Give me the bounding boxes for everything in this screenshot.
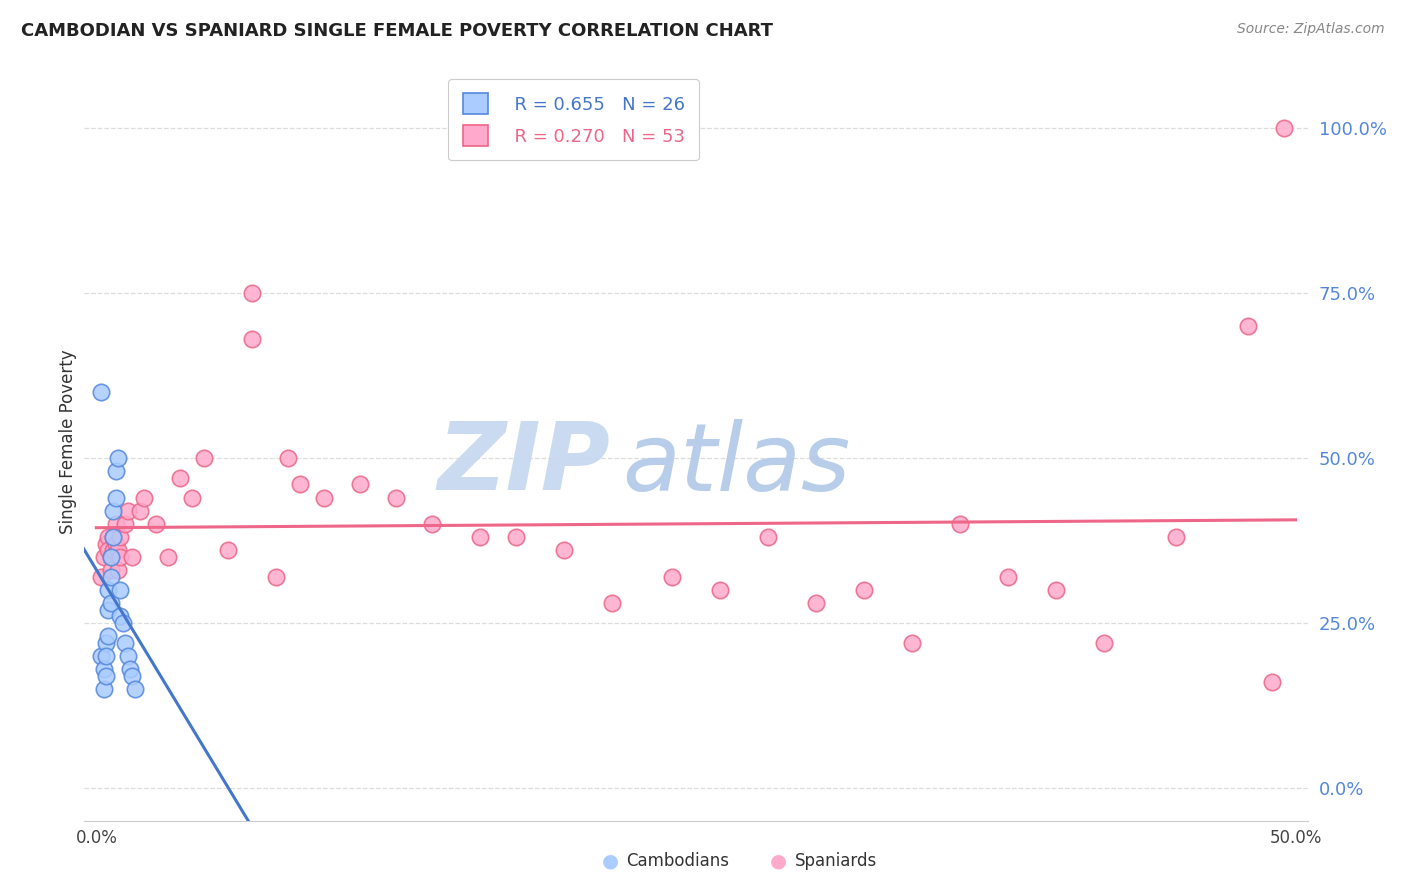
Point (1164, 530, 1187, 544)
Point (100, 563, 122, 577)
Point (100, 549, 122, 564)
Point (117, 648, 139, 663)
Point (756, 530, 779, 544)
Point (240, 286, 263, 301)
Point (107, 543, 129, 558)
Point (240, 332, 263, 346)
Text: Cambodians: Cambodians (626, 852, 728, 870)
Text: atlas: atlas (623, 418, 851, 510)
Point (107, 450, 129, 465)
Point (709, 582, 731, 597)
Point (169, 471, 191, 485)
Point (949, 516, 972, 531)
Point (277, 450, 299, 465)
Point (104, 464, 127, 478)
Point (420, 516, 443, 531)
Point (101, 504, 124, 518)
Point (553, 543, 575, 558)
Point (90, 385, 112, 400)
Point (349, 477, 371, 491)
Point (901, 635, 924, 649)
Point (290, 477, 312, 491)
Point (117, 504, 139, 518)
Point (181, 491, 204, 505)
Text: ●: ● (770, 851, 787, 871)
Text: Spaniards: Spaniards (794, 852, 876, 870)
Point (145, 516, 167, 531)
Legend:   R = 0.655   N = 26,   R = 0.270   N = 53: R = 0.655 N = 26, R = 0.270 N = 53 (449, 79, 699, 161)
Point (97, 582, 120, 597)
Text: CAMBODIAN VS SPANIARD SINGLE FEMALE POVERTY CORRELATION CHART: CAMBODIAN VS SPANIARD SINGLE FEMALE POVE… (21, 22, 773, 40)
Point (111, 615, 134, 630)
Point (134, 491, 156, 505)
Point (93, 662, 115, 676)
Point (101, 530, 124, 544)
Point (600, 596, 623, 610)
Point (157, 549, 180, 564)
Point (93, 681, 115, 696)
Point (661, 570, 683, 584)
Point (97, 629, 120, 643)
Point (468, 530, 491, 544)
Point (100, 596, 122, 610)
Y-axis label: Single Female Poverty: Single Female Poverty (59, 350, 77, 533)
Point (128, 504, 150, 518)
Point (997, 570, 1019, 584)
Point (1236, 319, 1258, 334)
Text: ●: ● (602, 851, 619, 871)
Point (124, 681, 146, 696)
Point (94, 668, 117, 682)
Point (104, 516, 127, 531)
Point (101, 543, 124, 558)
Point (94, 537, 117, 551)
Point (100, 549, 122, 564)
Point (97, 602, 120, 616)
Point (114, 516, 136, 531)
Point (1092, 635, 1115, 649)
Point (852, 582, 875, 597)
Point (97, 530, 120, 544)
Point (314, 491, 336, 505)
Text: Source: ZipAtlas.com: Source: ZipAtlas.com (1237, 22, 1385, 37)
Point (100, 570, 122, 584)
Point (385, 491, 408, 505)
Point (110, 582, 132, 597)
Point (1045, 582, 1067, 597)
Point (193, 450, 215, 465)
Text: ZIP: ZIP (437, 418, 610, 510)
Point (90, 570, 112, 584)
Point (94, 648, 117, 663)
Point (93, 549, 115, 564)
Point (110, 609, 132, 624)
Point (804, 596, 827, 610)
Point (104, 491, 127, 505)
Point (104, 537, 127, 551)
Point (118, 662, 141, 676)
Point (1272, 121, 1295, 136)
Point (121, 668, 143, 682)
Point (114, 635, 136, 649)
Point (101, 530, 124, 544)
Point (110, 549, 132, 564)
Point (264, 570, 287, 584)
Point (107, 563, 129, 577)
Point (217, 543, 239, 558)
Point (505, 530, 527, 544)
Point (121, 549, 143, 564)
Point (110, 530, 132, 544)
Point (94, 635, 117, 649)
Point (90, 648, 112, 663)
Point (1260, 675, 1282, 690)
Point (97, 543, 120, 558)
